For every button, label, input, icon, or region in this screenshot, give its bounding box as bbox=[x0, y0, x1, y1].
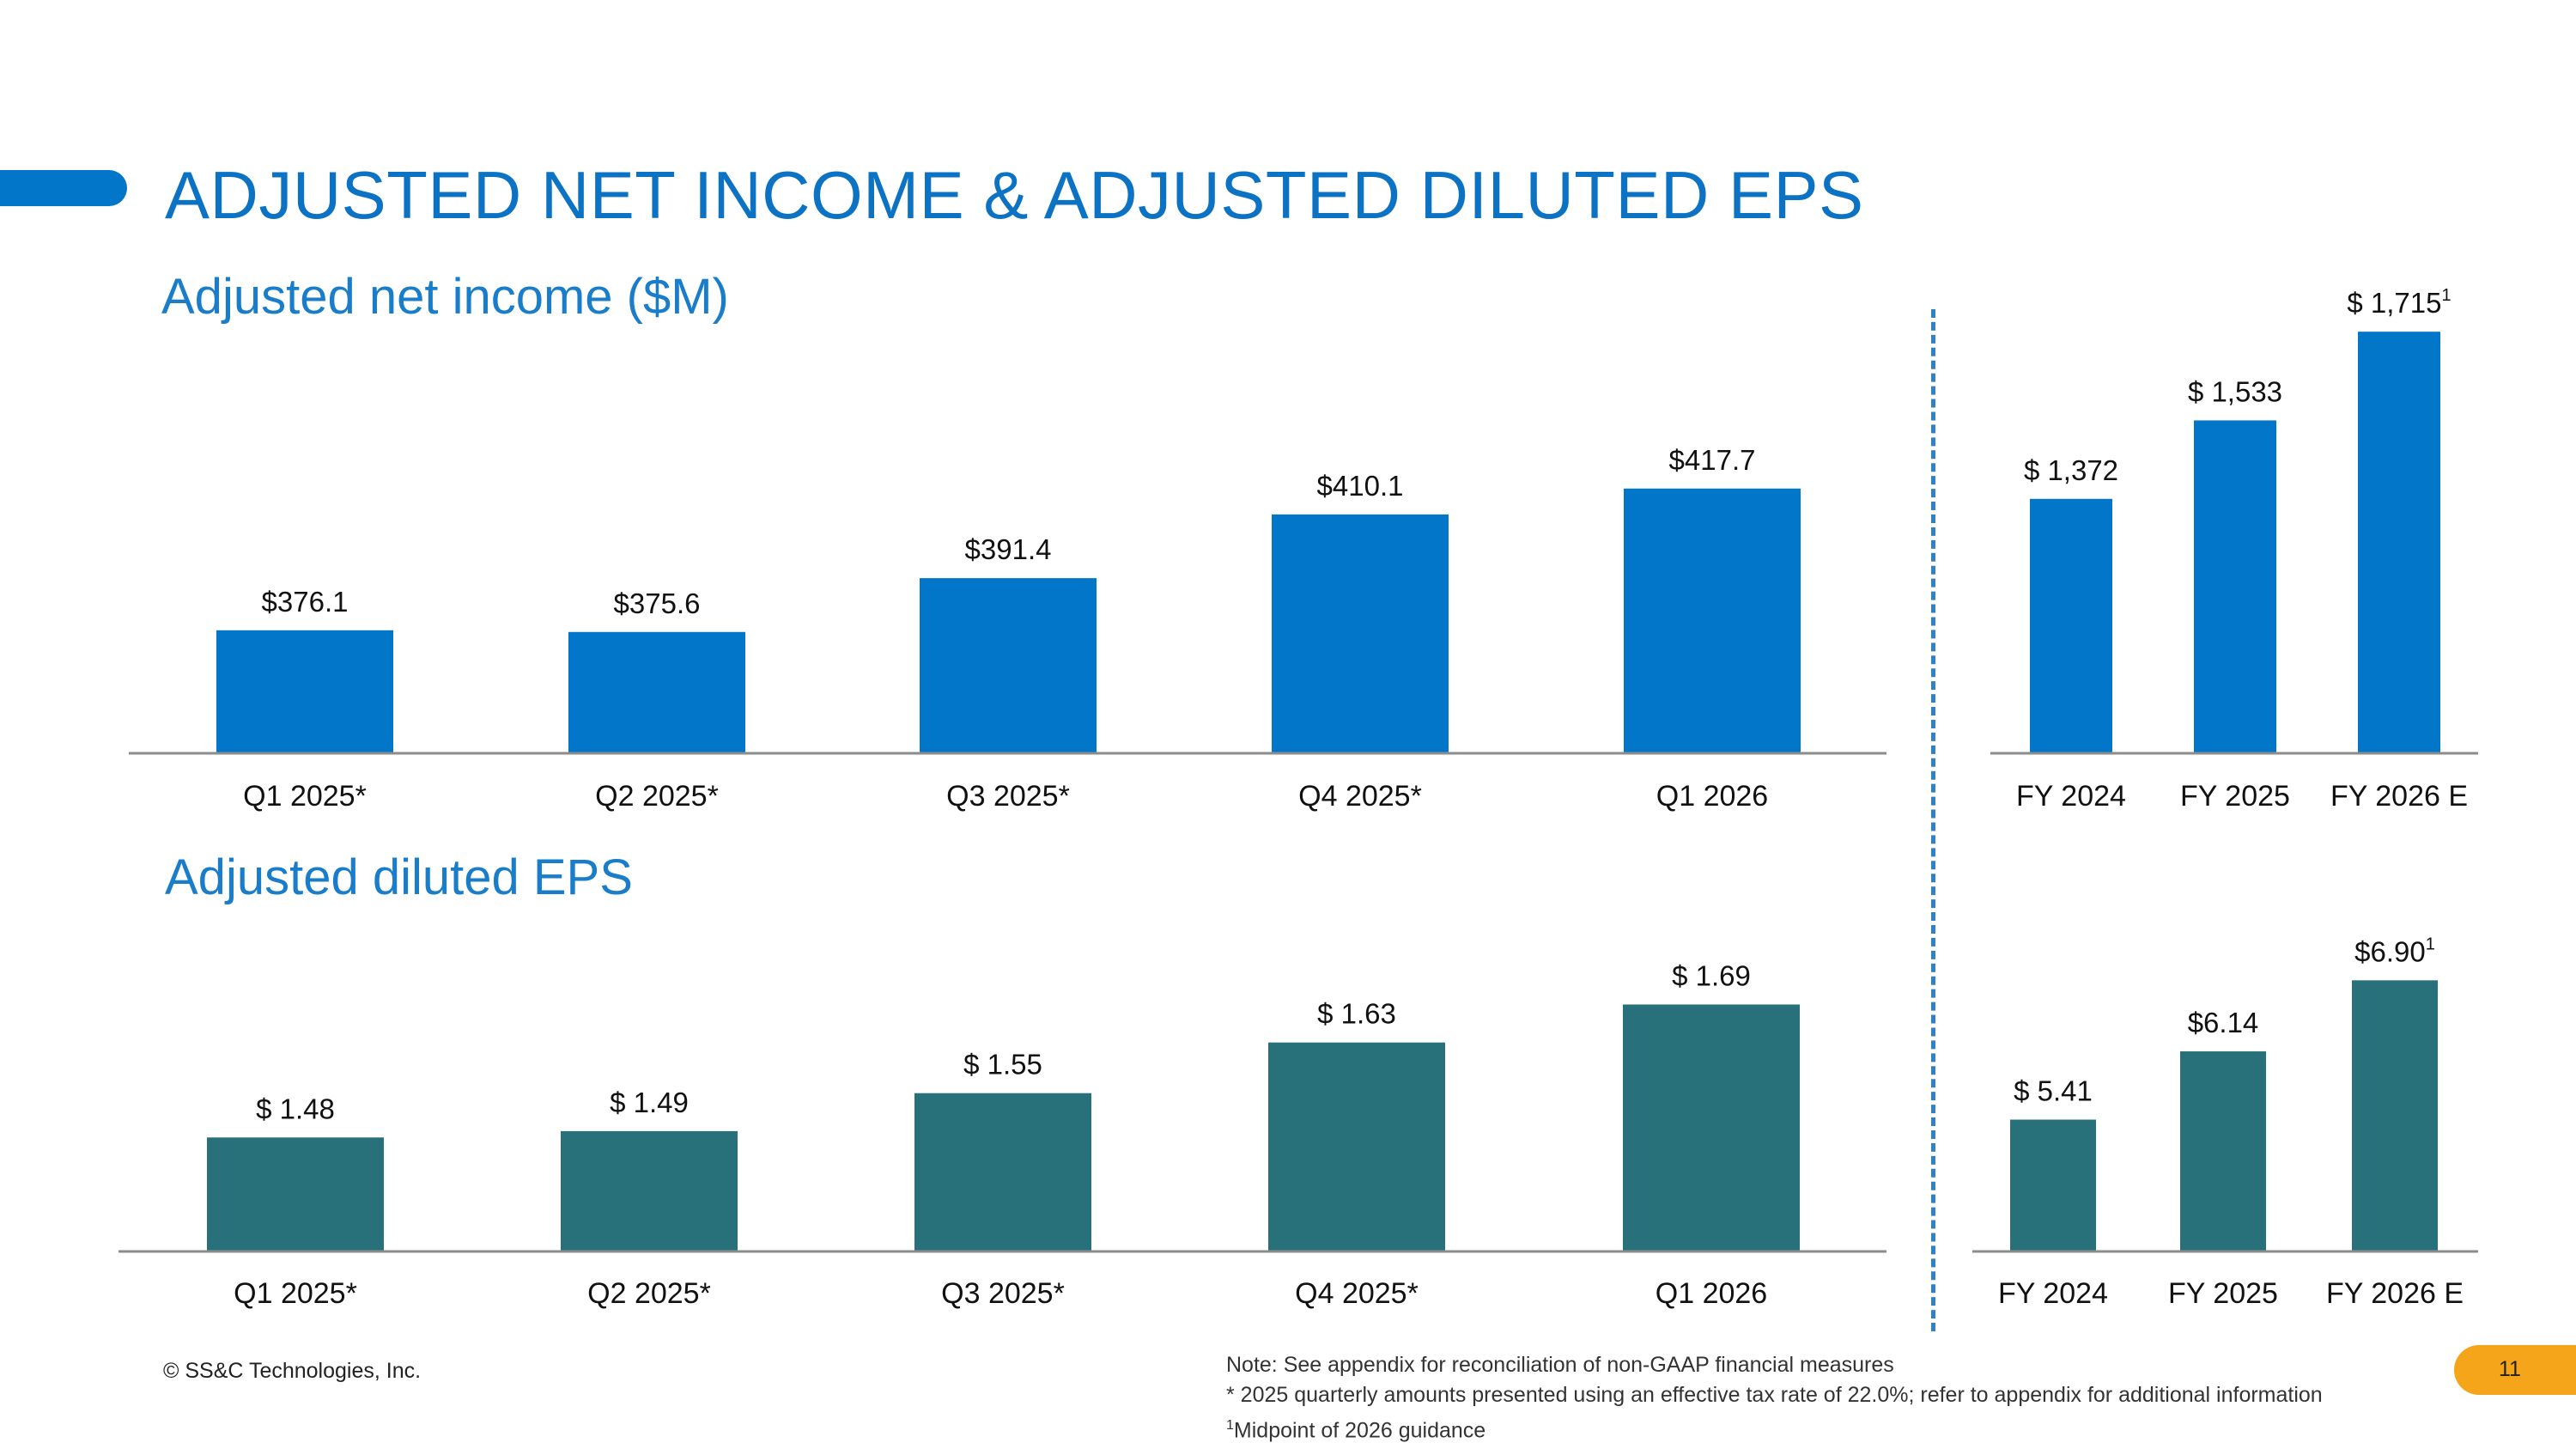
category-label: Q1 2026 bbox=[1656, 780, 1768, 813]
category-label: Q2 2025* bbox=[587, 1277, 711, 1310]
data-label: $375.6 bbox=[614, 588, 701, 619]
bar bbox=[1272, 514, 1449, 753]
bar bbox=[2194, 420, 2276, 753]
data-label-superscript: 1 bbox=[2426, 935, 2435, 953]
data-label: $ 1,7151 bbox=[2347, 286, 2451, 319]
data-label: $417.7 bbox=[1669, 444, 1756, 476]
data-label: $391.4 bbox=[965, 533, 1052, 565]
net-income-section-title: Adjusted net income ($M) bbox=[161, 269, 729, 325]
bar bbox=[2352, 980, 2438, 1251]
page-number: 11 bbox=[2499, 1357, 2521, 1381]
bar bbox=[920, 578, 1097, 753]
footnote-guidance-text: Midpoint of 2026 guidance bbox=[1233, 1418, 1486, 1443]
copyright: © SS&C Technologies, Inc. bbox=[163, 1359, 422, 1383]
bar bbox=[2010, 1119, 2096, 1251]
data-label: $ 1,372 bbox=[2024, 454, 2118, 486]
data-label: $ 1.49 bbox=[610, 1087, 689, 1118]
category-label: Q1 2026 bbox=[1656, 1277, 1767, 1310]
data-label: $ 5.41 bbox=[2014, 1075, 2093, 1107]
footnote-guidance: 1Midpoint of 2026 guidance bbox=[1226, 1410, 2323, 1446]
page-number-badge: 11 bbox=[2454, 1345, 2576, 1395]
net-income-annual-chart: $ 1,372 FY 2024 $ 1,533 FY 2025 $ 1,7151 FY 2… bbox=[1990, 286, 2478, 813]
category-label: FY 2024 bbox=[2016, 780, 2126, 813]
data-label: $ 1,533 bbox=[2188, 375, 2282, 407]
data-label-superscript: 1 bbox=[2441, 286, 2451, 305]
data-label: $376.1 bbox=[262, 586, 349, 618]
bar bbox=[1624, 488, 1801, 753]
title-accent-bar bbox=[0, 170, 127, 206]
category-label: Q4 2025* bbox=[1298, 780, 1422, 813]
eps-section-title: Adjusted diluted EPS bbox=[165, 849, 633, 905]
eps-quarterly-chart: $ 1.48 Q1 2025* $ 1.49 Q2 2025* $ 1.55 Q3 202… bbox=[118, 959, 1886, 1310]
data-label: $410.1 bbox=[1317, 470, 1404, 502]
data-label: $6.901 bbox=[2354, 935, 2435, 967]
bar bbox=[568, 631, 745, 753]
bar bbox=[1268, 1042, 1445, 1251]
data-label: $ 1.63 bbox=[1317, 998, 1396, 1030]
bar bbox=[207, 1137, 384, 1251]
data-label: $ 1.48 bbox=[256, 1093, 335, 1124]
footnote-guidance-marker: 1 bbox=[1226, 1418, 1234, 1433]
page-title: ADJUSTED NET INCOME & ADJUSTED DILUTED E… bbox=[165, 157, 1864, 233]
bar bbox=[1623, 1004, 1800, 1251]
footnotes: Note: See appendix for reconciliation of… bbox=[1226, 1350, 2323, 1446]
bar bbox=[914, 1093, 1091, 1251]
data-label: $ 1.55 bbox=[963, 1049, 1042, 1081]
bar bbox=[2180, 1051, 2266, 1251]
category-label: FY 2025 bbox=[2180, 780, 2290, 813]
category-label: FY 2024 bbox=[1998, 1277, 2108, 1310]
footnote-nongaap: Note: See appendix for reconciliation of… bbox=[1226, 1353, 1894, 1377]
data-label: $ 1.69 bbox=[1672, 959, 1751, 991]
category-label: Q4 2025* bbox=[1295, 1277, 1419, 1310]
bar bbox=[216, 630, 393, 753]
section-divider bbox=[1931, 309, 1935, 1331]
category-label: Q3 2025* bbox=[946, 780, 1070, 813]
bar bbox=[561, 1130, 738, 1251]
category-label: FY 2026 E bbox=[2326, 1277, 2464, 1310]
eps-annual-chart: $ 5.41 FY 2024 $6.14 FY 2025 $6.901 FY 2026 E bbox=[1972, 935, 2478, 1310]
bar bbox=[2030, 498, 2112, 753]
net-income-quarterly-chart: $376.1 Q1 2025* $375.6 Q2 2025* $391.4 Q3 202… bbox=[129, 444, 1886, 813]
category-label: Q3 2025* bbox=[941, 1277, 1065, 1310]
footnote-tax-rate: * 2025 quarterly amounts presented using… bbox=[1226, 1383, 2323, 1407]
category-label: Q1 2025* bbox=[243, 780, 367, 813]
category-label: FY 2025 bbox=[2168, 1277, 2278, 1310]
category-label: Q2 2025* bbox=[595, 780, 719, 813]
category-label: FY 2026 E bbox=[2330, 780, 2468, 813]
data-label: $6.14 bbox=[2188, 1007, 2259, 1038]
bar bbox=[2358, 332, 2440, 753]
category-label: Q1 2025* bbox=[234, 1277, 357, 1310]
